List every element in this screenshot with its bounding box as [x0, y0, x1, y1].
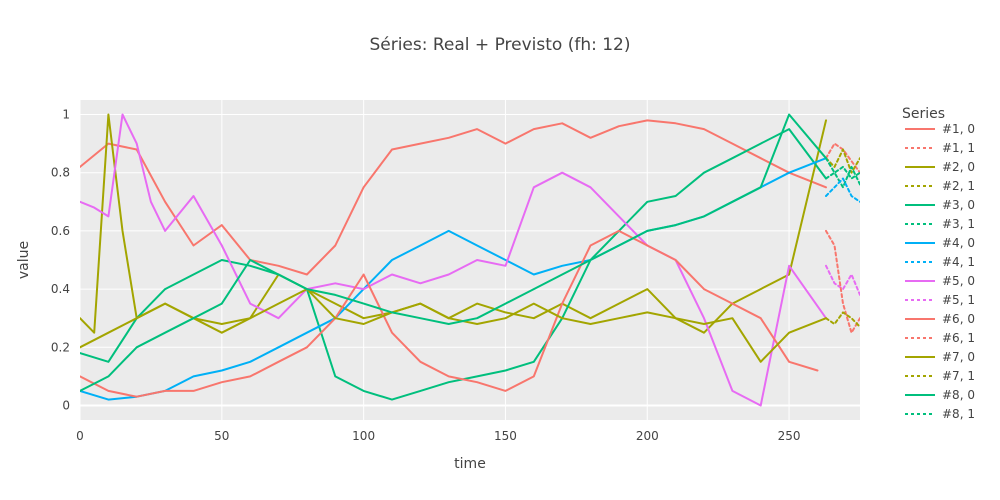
series-line-14 [80, 113, 827, 392]
legend-label: #5, 0 [942, 274, 975, 288]
legend-item[interactable]: #7, 0 [905, 350, 975, 364]
series-line-11 [825, 229, 860, 334]
x-tick-label: 0 [76, 429, 84, 443]
legend-item[interactable]: #1, 1 [905, 141, 975, 155]
legend-item[interactable]: #1, 0 [905, 122, 975, 136]
legend-item[interactable]: #8, 1 [905, 407, 975, 421]
legend-item[interactable]: #5, 0 [905, 274, 975, 288]
legend-item[interactable]: #6, 1 [905, 331, 975, 345]
gridlines [79, 100, 860, 420]
series-line-9 [825, 264, 860, 296]
legend-label: #2, 1 [942, 179, 975, 193]
x-tick-label: 150 [494, 429, 517, 443]
legend-label: #7, 0 [942, 350, 975, 364]
legend[interactable]: Series #1, 0 #1, 1 #2, 0 #2, 1 #3, 0 #3, 1 #4,… [902, 106, 975, 421]
legend-item[interactable]: #8, 0 [905, 388, 975, 402]
legend-item[interactable]: #3, 1 [905, 217, 975, 231]
x-tick-label: 100 [352, 429, 375, 443]
legend-label: #1, 0 [942, 122, 975, 136]
series-line-13 [825, 311, 860, 328]
series-line-7 [825, 177, 860, 203]
legend-item[interactable]: #5, 1 [905, 293, 975, 307]
y-tick-label: 0.4 [51, 282, 70, 296]
y-tick-label: 0.2 [51, 340, 70, 354]
legend-item[interactable]: #6, 0 [905, 312, 975, 326]
series-lines [80, 113, 860, 407]
series-line-5 [825, 165, 860, 189]
series-line-8 [80, 113, 827, 407]
legend-label: #8, 1 [942, 407, 975, 421]
x-tick-label: 50 [214, 429, 229, 443]
y-axis-title: value [16, 241, 32, 279]
series-line-10 [80, 229, 819, 398]
legend-label: #6, 0 [942, 312, 975, 326]
plot-area [80, 100, 860, 420]
legend-label: #5, 1 [942, 293, 975, 307]
legend-label: #8, 0 [942, 388, 975, 402]
series-line-15 [825, 157, 860, 180]
series-line-12 [80, 288, 827, 363]
legend-item[interactable]: #2, 1 [905, 179, 975, 193]
x-axis-title: time [454, 456, 486, 472]
legend-item[interactable]: #4, 1 [905, 255, 975, 269]
y-tick-label: 0.8 [51, 166, 70, 180]
y-tick-label: 0.6 [51, 224, 70, 238]
legend-item[interactable]: #7, 1 [905, 369, 975, 383]
x-tick-label: 250 [778, 429, 801, 443]
legend-item[interactable]: #4, 0 [905, 236, 975, 250]
legend-label: #4, 0 [942, 236, 975, 250]
legend-label: #6, 1 [942, 331, 975, 345]
y-tick-label: 1 [62, 108, 70, 122]
legend-item[interactable]: #3, 0 [905, 198, 975, 212]
x-tick-label: 200 [636, 429, 659, 443]
y-tick-label: 0 [62, 398, 70, 412]
series-line-3 [825, 148, 860, 174]
chart-title: Séries: Real + Previsto (fh: 12) [369, 35, 630, 55]
legend-label: #4, 1 [942, 255, 975, 269]
legend-title: Series [902, 106, 945, 122]
legend-label: #1, 1 [942, 141, 975, 155]
legend-label: #7, 1 [942, 369, 975, 383]
series-line-0 [80, 119, 827, 276]
series-line-4 [80, 128, 827, 401]
axis-ticks: 0 50 100 150 200 250 0 0.2 0.4 0.6 0.8 1 [51, 108, 801, 443]
legend-label: #3, 1 [942, 217, 975, 231]
legend-item[interactable]: #2, 0 [905, 160, 975, 174]
legend-label: #3, 0 [942, 198, 975, 212]
legend-label: #2, 0 [942, 160, 975, 174]
